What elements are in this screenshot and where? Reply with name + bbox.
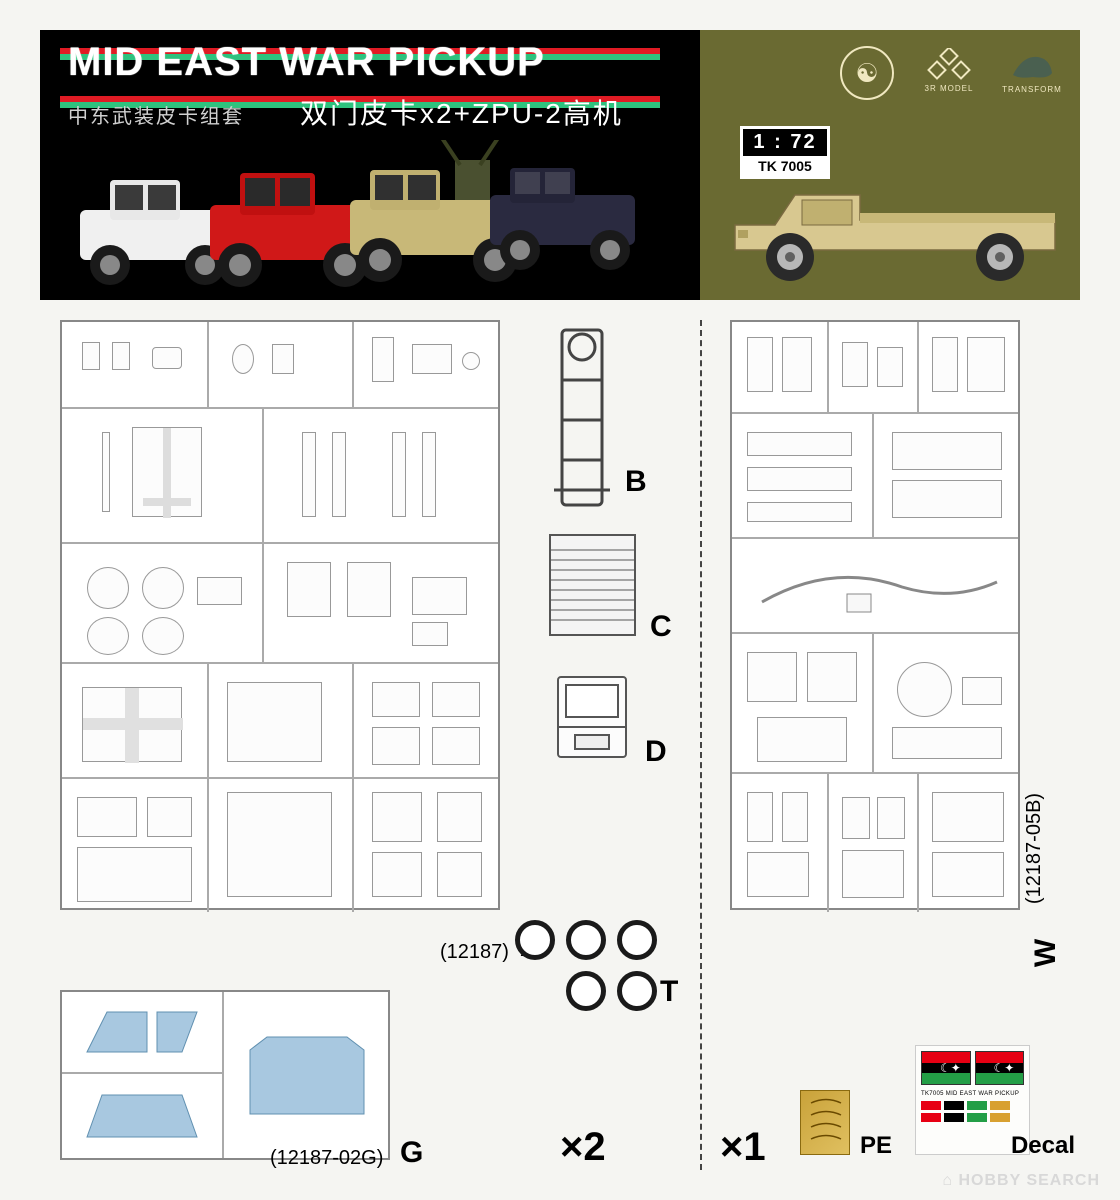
product-code: TK 7005 [743, 156, 827, 176]
truck-side-illustration [720, 175, 1070, 285]
photo-etch-part [800, 1090, 850, 1155]
tire-label: T [660, 975, 678, 1009]
section-divider [700, 320, 702, 1170]
watermark-text: ⌂ HOBBY SEARCH [942, 1172, 1100, 1190]
product-photo-trucks [60, 140, 640, 300]
part-c-label: C [650, 610, 672, 644]
sprue-a-code: (12187) [440, 941, 509, 964]
part-d-label: D [645, 735, 667, 769]
sprue-frame-g [60, 990, 390, 1160]
multiplier-x2: ×2 [560, 1125, 606, 1170]
subtitle-chinese-2: 双门皮卡x2+ZPU-2高机 [300, 92, 623, 132]
part-d-cab [550, 665, 635, 765]
truck-white [80, 180, 230, 285]
part-b-label: B [625, 465, 647, 499]
decal-title: TK7005 MID EAST WAR PICKUP [921, 1091, 1024, 1097]
instruction-content: (12187) A B C [60, 320, 1060, 1170]
subtitle-chinese-1: 中东武装皮卡组套 [68, 100, 244, 129]
header-banner: MID EAST WAR PICKUP 中东武装皮卡组套 双门皮卡x2+ZPU-… [40, 30, 1080, 300]
tire-icon [617, 971, 657, 1011]
truck-red [210, 173, 370, 287]
3r-model-logo-icon: 3R MODEL [924, 48, 974, 98]
truck-navy [490, 168, 635, 270]
tire-icon [566, 971, 606, 1011]
olive-side-panel: ☯ 3R MODEL TRANSFORM 1 : 72 TK 7005 [700, 30, 1080, 300]
tire-icon [617, 920, 657, 960]
part-b-chassis [550, 325, 615, 510]
sprue-g-code: (12187-02G) [270, 1147, 383, 1170]
scale-indicator: 1 : 72 TK 7005 [740, 126, 830, 179]
transform-logo-icon: TRANSFORM [1004, 45, 1060, 101]
part-c-bed [545, 530, 640, 640]
decal-label: Decal [1011, 1132, 1075, 1160]
flag-decal: ☾✦ [975, 1051, 1025, 1085]
sprue-w-label: W [1029, 939, 1063, 967]
tire-icon [515, 920, 555, 960]
multiplier-x1: ×1 [720, 1125, 766, 1170]
brand-logos: ☯ 3R MODEL TRANSFORM [840, 45, 1060, 101]
tire-icon [566, 920, 606, 960]
scale-ratio: 1 : 72 [743, 129, 827, 156]
sprue-w-code: (12187-05B) [1023, 793, 1046, 904]
sprue-frame-a [60, 320, 500, 910]
flag-decal: ☾✦ [921, 1051, 971, 1085]
sprue-g-label: G [400, 1136, 423, 1170]
tire-parts [515, 920, 662, 1016]
pe-label: PE [860, 1132, 892, 1160]
sprue-frame-w [730, 320, 1020, 910]
yinyang-logo-icon: ☯ [840, 46, 894, 100]
main-title: MID EAST WAR PICKUP [68, 40, 545, 85]
